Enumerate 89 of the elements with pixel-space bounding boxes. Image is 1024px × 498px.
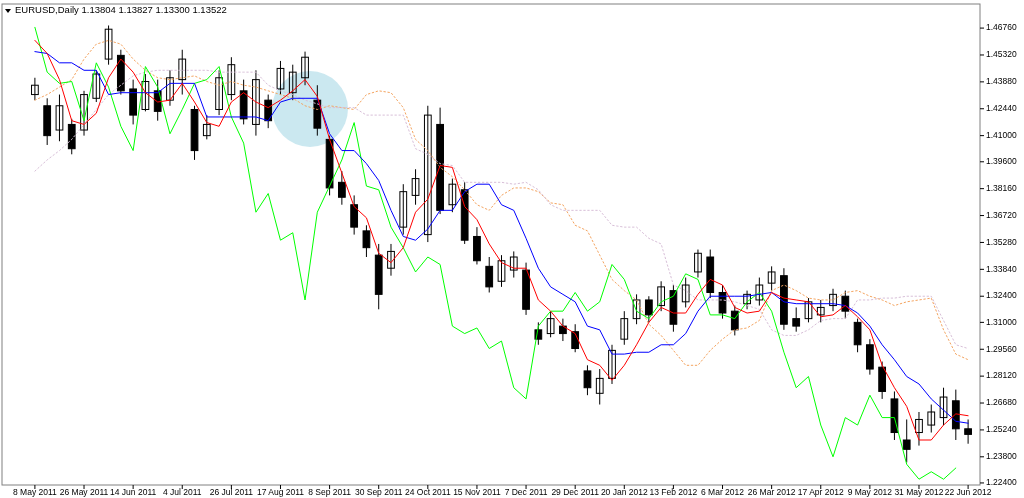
y-tick-label: 1.31000 xyxy=(986,316,1017,327)
y-tick-label: 1.42440 xyxy=(986,103,1017,113)
candlestick xyxy=(559,318,567,342)
candlestick xyxy=(767,265,776,292)
y-tick-label: 1.22400 xyxy=(986,477,1017,488)
candlestick xyxy=(939,387,948,426)
candlestick xyxy=(804,297,813,323)
candlestick xyxy=(448,178,457,213)
y-tick-label: 1.41000 xyxy=(986,129,1017,140)
candlestick xyxy=(31,77,39,101)
candlestick xyxy=(252,69,260,137)
candlestick xyxy=(915,411,923,447)
candlestick xyxy=(166,69,174,107)
candlestick xyxy=(141,73,150,112)
candlestick xyxy=(80,90,88,137)
x-tick-label: 20 Jan 2012 xyxy=(600,487,648,497)
y-tick-label: 1.46760 xyxy=(986,22,1017,33)
x-tick-label: 31 May 2012 xyxy=(894,487,944,497)
x-tick-label: 14 Jun 2011 xyxy=(110,487,157,497)
candlestick xyxy=(92,69,101,103)
candlestick xyxy=(792,306,801,333)
candlestick xyxy=(595,368,604,406)
x-tick-label: 6 Mar 2012 xyxy=(701,487,745,497)
candlestick xyxy=(546,310,555,338)
candlestick xyxy=(694,249,702,279)
candlestick xyxy=(215,69,223,116)
x-tick-label: 7 Dec 2011 xyxy=(504,487,548,497)
x-tick-label: 17 Aug 2011 xyxy=(256,487,305,497)
candlestick xyxy=(399,183,408,236)
candlestick xyxy=(829,288,837,312)
x-tick-label: 15 Nov 2011 xyxy=(453,487,501,497)
candlestick xyxy=(644,295,653,323)
candlestick xyxy=(620,310,629,346)
x-tick-label: 8 Sep 2011 xyxy=(308,487,352,497)
y-tick-label: 1.36720 xyxy=(986,209,1017,220)
candlestick xyxy=(178,49,187,96)
y-tick-label: 1.33840 xyxy=(986,263,1017,274)
x-tick-label: 8 May 2011 xyxy=(13,487,58,497)
candlestick xyxy=(927,404,936,434)
x-tick-label: 26 Jul 2011 xyxy=(209,487,254,497)
x-tick-label: 17 Apr 2012 xyxy=(797,487,844,497)
x-tick-label: 29 Dec 2011 xyxy=(551,487,600,497)
candlestick xyxy=(853,318,862,353)
candlestick xyxy=(718,284,727,320)
candlestick xyxy=(964,418,972,445)
candlestick xyxy=(338,170,346,206)
x-tick-label: 26 Mar 2012 xyxy=(747,487,796,497)
candlestick xyxy=(423,105,432,243)
x-tick-label: 26 May 2011 xyxy=(59,487,109,497)
candlestick xyxy=(387,243,395,277)
y-tick-label: 1.45320 xyxy=(986,49,1017,60)
candlestick xyxy=(902,418,911,463)
y-tick-label: 1.29560 xyxy=(986,343,1017,354)
candlestick xyxy=(227,56,236,101)
candlestick xyxy=(411,168,420,206)
y-tick-label: 1.28120 xyxy=(986,370,1017,381)
x-tick-label: 24 Oct 2011 xyxy=(404,487,451,497)
y-tick-label: 1.39600 xyxy=(986,156,1017,167)
candlestick xyxy=(583,364,592,396)
candlestick xyxy=(632,293,641,325)
y-tick-label: 1.25240 xyxy=(986,424,1017,435)
chart-title: EURUSD,Daily 1.13804 1.13827 1.13300 1.13522 xyxy=(15,4,227,15)
candlestick xyxy=(657,280,665,312)
candlestick xyxy=(485,256,494,293)
y-tick-label: 1.38160 xyxy=(986,182,1017,193)
x-tick-label: 4 Jul 2011 xyxy=(162,487,202,497)
candlestick xyxy=(301,51,309,86)
candlestick xyxy=(497,254,506,288)
candlestick xyxy=(681,277,690,308)
y-tick-label: 1.32400 xyxy=(986,290,1017,301)
candlestick xyxy=(276,60,285,96)
y-tick-label: 1.43880 xyxy=(986,76,1017,87)
candlestick xyxy=(755,277,764,307)
candlestick xyxy=(362,224,371,258)
y-tick-label: 1.23800 xyxy=(986,451,1017,462)
candlestick xyxy=(608,344,616,385)
y-tick-label: 1.35280 xyxy=(986,236,1017,247)
candlestick xyxy=(104,24,113,66)
candlestick xyxy=(816,299,825,323)
x-tick-label: 9 May 2012 xyxy=(847,487,893,497)
candlestick xyxy=(350,194,359,236)
candlestick xyxy=(743,290,751,310)
candlestick xyxy=(288,64,297,101)
x-tick-label: 30 Sep 2011 xyxy=(354,487,403,497)
y-tick-label: 1.26680 xyxy=(986,397,1017,408)
x-tick-label: 13 Feb 2012 xyxy=(649,487,698,497)
candlestick xyxy=(509,250,518,279)
x-tick-label: 22 Jun 2012 xyxy=(944,487,992,497)
candlestick xyxy=(55,94,64,142)
